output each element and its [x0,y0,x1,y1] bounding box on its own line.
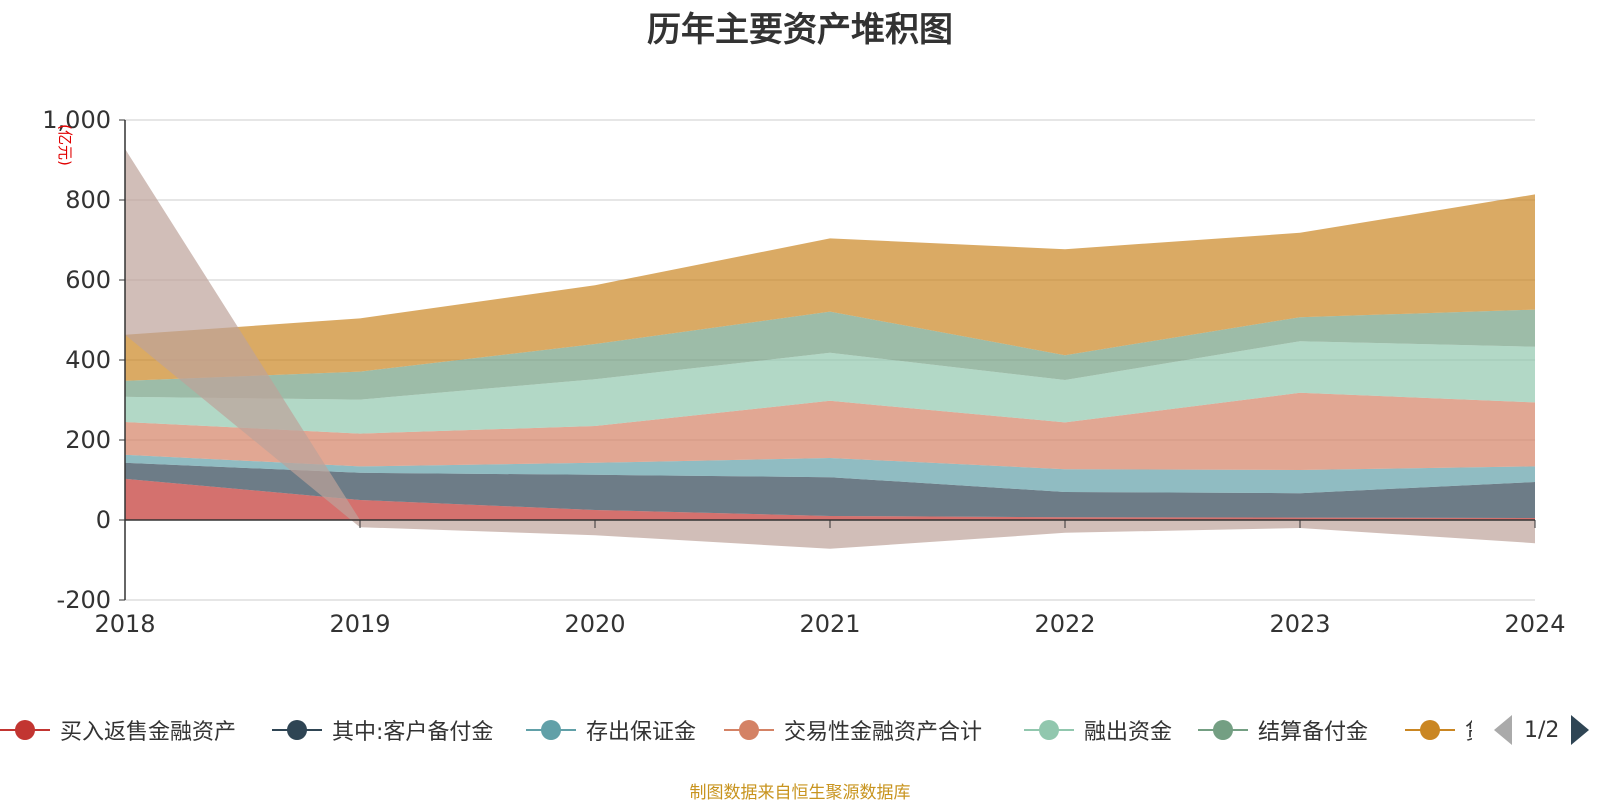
legend-items: 买入返售金融资产 其中:客户备付金 存出保证金 交易性金融资产合计 融出资金 结算备付金 贷 [0,712,1472,748]
x-tick-label: 2022 [1034,610,1095,638]
y-tick-label: 400 [65,346,111,374]
y-tick-label: 1,000 [42,106,111,134]
pager-prev-icon[interactable] [1494,715,1512,745]
legend-item[interactable]: 买入返售金融资产 [0,712,236,748]
legend-item[interactable]: 贷 [1405,712,1472,748]
legend-page-indicator: 1/2 [1524,717,1560,743]
legend-marker-icon [1024,712,1074,748]
legend-marker-icon [1198,712,1248,748]
y-axis-unit-label: (亿元) [56,124,74,166]
area-series-6 [125,309,1535,400]
x-tick-label: 2023 [1269,610,1330,638]
x-tick-label: 2024 [1504,610,1565,638]
legend-marker-icon [1405,712,1455,748]
x-tick-label: 2020 [564,610,625,638]
area-series-7 [125,194,1535,381]
area-series-5 [125,341,1535,434]
legend-item[interactable]: 结算备付金 [1198,712,1368,748]
y-tick-label: -200 [57,586,111,614]
x-tick-label: 2018 [94,610,155,638]
legend: 买入返售金融资产 其中:客户备付金 存出保证金 交易性金融资产合计 融出资金 结算备付金 贷… [0,712,1600,748]
legend-marker-icon [724,712,774,748]
legend-item[interactable]: 融出资金 [1024,712,1172,748]
y-tick-label: 600 [65,266,111,294]
legend-marker-icon [526,712,576,748]
x-tick-label: 2021 [799,610,860,638]
legend-label: 其中:客户备付金 [332,720,494,745]
legend-item[interactable]: 其中:客户备付金 [272,712,493,748]
area-series-2 [125,462,1535,518]
legend-item[interactable]: 交易性金融资产合计 [724,712,982,748]
chart-title: 历年主要资产堆积图 [647,10,953,50]
area-series-3 [125,454,1535,494]
area-series-4 [125,392,1535,470]
legend-label: 贷 [1465,714,1472,746]
y-tick-label: 200 [65,426,111,454]
chart-plot: -200 0 200 400 600 800 1,000 2018 2019 2020 2021 20… [42,106,1565,638]
legend-label: 买入返售金融资产 [60,720,237,745]
legend-marker-icon [272,712,322,748]
legend-label: 存出保证金 [586,720,697,745]
y-tick-label: 800 [65,186,111,214]
legend-item[interactable]: 存出保证金 [526,712,696,748]
legend-label: 融出资金 [1084,720,1173,745]
area-series-1 [125,478,1535,520]
legend-marker-icon [0,712,50,748]
legend-label: 结算备付金 [1258,720,1369,745]
pager-next-icon[interactable] [1571,715,1590,745]
legend-label: 交易性金融资产合计 [784,720,983,745]
source-note: 制图数据来自恒生聚源数据库 [689,783,911,803]
x-tick-label: 2019 [329,610,390,638]
legend-pager: 1/2 [1494,712,1590,748]
y-tick-label: 0 [96,506,111,534]
